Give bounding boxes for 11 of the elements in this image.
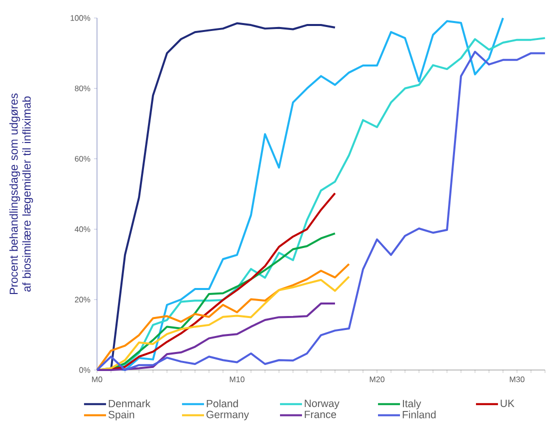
legend-label: Germany [206, 410, 249, 420]
legend-label: Poland [206, 400, 238, 408]
legend-label: France [304, 410, 336, 418]
legend-label: UK [500, 400, 514, 408]
legend-label: Spain [108, 410, 134, 420]
y-axis-title: Procent behandlingsdage som udgøres af biosimilære lægemidler til infliximab [9, 94, 33, 294]
legend-label: Finland [402, 410, 436, 418]
line-series [96, 302, 336, 371]
legend-label: Italy [402, 400, 422, 410]
legend-label: Norway [304, 400, 340, 410]
legend-label: Denmark [108, 400, 150, 408]
